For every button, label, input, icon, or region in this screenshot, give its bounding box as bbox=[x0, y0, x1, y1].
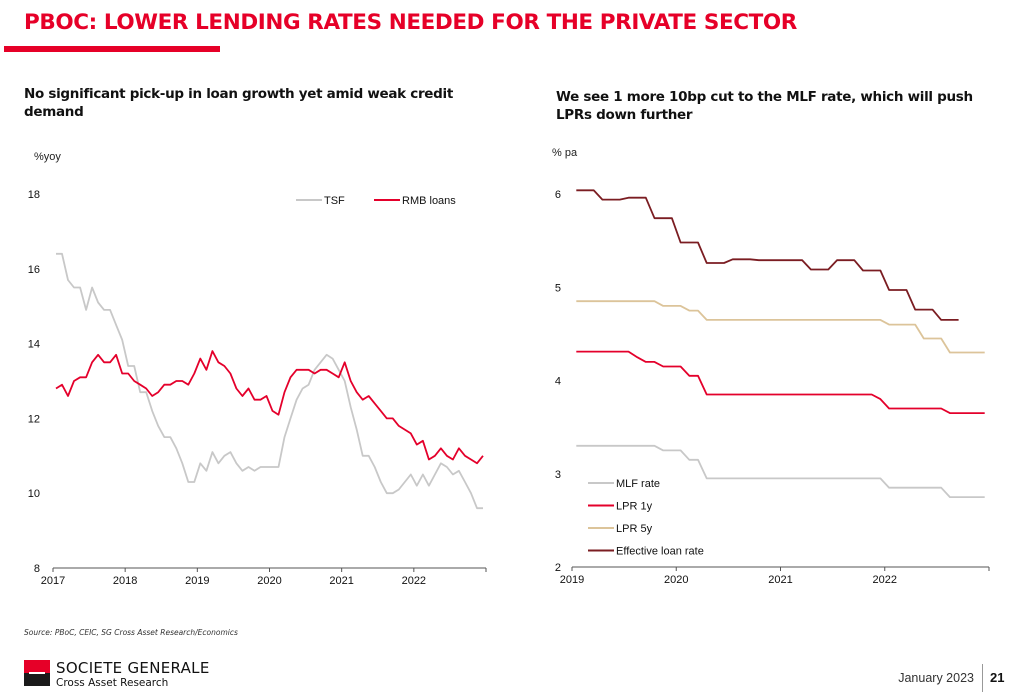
legend-label: Effective loan rate bbox=[616, 546, 704, 558]
x-tick-label: 2017 bbox=[41, 575, 65, 587]
societe-generale-logo bbox=[24, 660, 50, 686]
legend-label: TSF bbox=[324, 195, 345, 207]
y-tick-label: 3 bbox=[555, 469, 561, 481]
legend-label: RMB loans bbox=[402, 195, 456, 207]
series-line-effective-loan-rate bbox=[576, 189, 959, 321]
left-y-unit: %yoy bbox=[34, 151, 61, 163]
y-tick-label: 18 bbox=[28, 189, 40, 201]
source-note: Source: PBoC, CEIC, SG Cross Asset Resea… bbox=[24, 628, 238, 637]
left-chart-title: No significant pick-up in loan growth ye… bbox=[24, 86, 454, 120]
page-title: PBOC: LOWER LENDING RATES NEEDED FOR THE… bbox=[24, 10, 797, 35]
x-tick-label: 2022 bbox=[873, 574, 897, 586]
right-chart-title: We see 1 more 10bp cut to the MLF rate, … bbox=[556, 89, 973, 123]
footer-divider bbox=[982, 664, 983, 692]
series-line-mlf-rate bbox=[576, 444, 985, 499]
series-line-tsf bbox=[56, 252, 483, 510]
footer-date: January 2023 bbox=[898, 671, 974, 685]
x-tick-label: 2019 bbox=[560, 574, 584, 586]
y-tick-label: 16 bbox=[28, 264, 40, 276]
y-tick-label: 6 bbox=[555, 189, 561, 201]
title-underline bbox=[4, 46, 220, 52]
y-tick-label: 10 bbox=[28, 488, 40, 500]
x-tick-label: 2020 bbox=[257, 575, 281, 587]
y-tick-label: 5 bbox=[555, 282, 561, 294]
x-tick-label: 2018 bbox=[113, 575, 137, 587]
brand-subtitle: Cross Asset Research bbox=[56, 677, 169, 689]
x-tick-label: 2019 bbox=[185, 575, 209, 587]
x-tick-label: 2021 bbox=[768, 574, 792, 586]
y-tick-label: 12 bbox=[28, 413, 40, 425]
series-line-rmb-loans bbox=[55, 350, 484, 465]
y-tick-label: 4 bbox=[555, 376, 561, 388]
x-tick-label: 2021 bbox=[329, 575, 353, 587]
legend-label: LPR 1y bbox=[616, 501, 653, 513]
x-tick-label: 2020 bbox=[664, 574, 688, 586]
legend-label: LPR 5y bbox=[616, 523, 653, 535]
x-tick-label: 2022 bbox=[402, 575, 426, 587]
legend-label: MLF rate bbox=[616, 478, 660, 490]
y-tick-label: 14 bbox=[28, 339, 40, 351]
page-number: 21 bbox=[990, 670, 1005, 685]
series-line-lpr-5y bbox=[576, 300, 985, 354]
brand-name: SOCIETE GENERALE bbox=[56, 659, 210, 677]
series-line-lpr-1y bbox=[576, 350, 985, 415]
right-y-unit: % pa bbox=[552, 147, 578, 159]
y-tick-label: 8 bbox=[34, 563, 40, 575]
y-tick-label: 2 bbox=[555, 562, 561, 574]
